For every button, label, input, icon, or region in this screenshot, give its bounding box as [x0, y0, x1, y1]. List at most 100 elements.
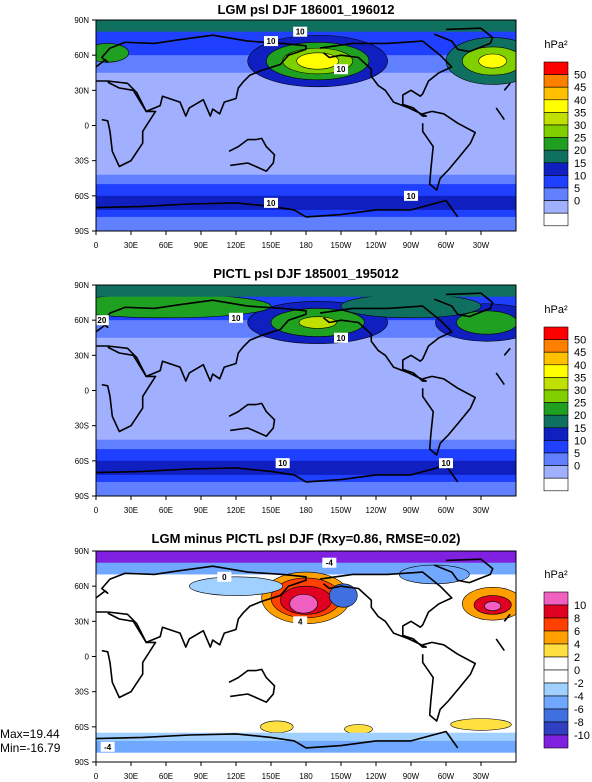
colorbar-box	[543, 74, 569, 88]
arctic-negative	[96, 551, 516, 566]
colorbar-label: 35	[574, 372, 586, 384]
contour-label: 10	[442, 459, 451, 468]
x-tick-label: 60E	[159, 506, 173, 515]
colorbar-box	[543, 326, 569, 340]
colorbar-label: -8	[574, 717, 584, 729]
x-tick-label: 30E	[124, 506, 138, 515]
coastline-5	[434, 27, 494, 53]
pacific-high-3	[298, 316, 337, 329]
y-tick-label: 60N	[74, 51, 89, 60]
sh-core-band	[96, 195, 516, 210]
colorbar-label: 10	[574, 435, 586, 447]
coastline-3	[495, 372, 505, 386]
x-tick-label: 60W	[438, 241, 455, 250]
y-tick-label: 60S	[75, 457, 89, 466]
contour-label: 20	[97, 316, 106, 325]
colorbar-label: 4	[574, 639, 580, 651]
coastline-5	[434, 292, 494, 318]
contour-label: 10	[232, 314, 241, 323]
colorbar-label: -4	[574, 691, 584, 703]
colorbar-box	[543, 427, 569, 441]
y-tick-label: 60S	[75, 723, 89, 732]
contour-label-bg	[439, 458, 453, 469]
sh-core-band	[96, 460, 516, 475]
pacific-pos-4	[289, 594, 318, 614]
panel-title: PICTL psl DJF 185001_195012	[213, 266, 399, 281]
y-tick-label: 60N	[74, 316, 89, 325]
x-tick-label: 60W	[438, 772, 455, 781]
coastline-1	[421, 641, 477, 722]
colorbar-label: 20	[574, 410, 586, 422]
coastline-4	[228, 137, 276, 172]
colorbar-units: hPa²	[544, 39, 568, 51]
colorbar-box	[543, 175, 569, 189]
x-tick-label: 0	[94, 772, 99, 781]
colorbar-box	[543, 86, 569, 101]
x-tick-label: 180	[299, 772, 313, 781]
colorbar-label: 0	[574, 665, 580, 677]
y-tick-label: 60N	[74, 582, 89, 591]
contour-label: 4	[298, 617, 303, 626]
y-tick-label: 30S	[75, 688, 89, 697]
y-tick-label: 0	[85, 122, 90, 131]
coastline-6	[96, 467, 307, 483]
colorbar-box	[543, 630, 569, 645]
colorbar-box	[543, 61, 569, 75]
contour-label-bg	[293, 26, 308, 37]
coastline-2	[96, 34, 307, 117]
x-tick-label: 30W	[473, 772, 490, 781]
colorbar-label: 15	[574, 423, 586, 435]
coastline-1	[421, 110, 477, 191]
coastline-3	[503, 347, 511, 356]
contour-label-bg	[322, 557, 337, 568]
colorbar-box	[543, 212, 569, 227]
y-tick-label: 90S	[75, 227, 89, 236]
sh-pos-1	[260, 720, 294, 733]
colorbar-label: 20	[574, 145, 586, 157]
colorbar-label: 15	[574, 158, 586, 170]
coastline-3	[495, 638, 505, 652]
colorbar-label: 25	[574, 398, 586, 410]
colorbar-box	[543, 682, 569, 697]
coastline-6	[305, 464, 459, 483]
colorbar-label: 50	[574, 335, 586, 347]
x-tick-label: 90W	[403, 241, 420, 250]
contour-label-bg	[264, 36, 278, 47]
coastline-3	[495, 107, 505, 121]
panel-2: 20 10 10 10 10 PICTL psl DJF 185001_195012 0 30…	[74, 266, 586, 515]
colorbar-box	[543, 440, 569, 454]
y-tick-label: 90S	[75, 492, 89, 501]
x-tick-label: 120E	[227, 772, 246, 781]
colorbar-label: 45	[574, 82, 586, 94]
x-tick-label: 90E	[194, 772, 208, 781]
colorbar-box	[543, 364, 569, 378]
y-tick-label: 30N	[74, 617, 89, 626]
colorbar-label: 2	[574, 652, 580, 664]
contour-label-bg	[334, 64, 348, 75]
colorbar-box	[543, 604, 569, 619]
field: 20 10 10 10 10	[96, 285, 516, 496]
polar-band	[96, 20, 516, 32]
atlantic-pos-3	[484, 601, 502, 612]
y-tick-label: 60S	[75, 192, 89, 201]
polar-band	[96, 285, 516, 297]
colorbar-box	[543, 721, 569, 736]
colorbar-box	[543, 477, 569, 492]
colorbar-label: 40	[574, 95, 586, 107]
colorbar-box	[543, 734, 569, 749]
min-label: Min=-16.79	[0, 741, 61, 755]
coastline-6	[305, 730, 459, 749]
contour-label: 10	[267, 37, 276, 46]
contour-label: 10	[278, 459, 287, 468]
sh-pos-2	[344, 724, 373, 735]
europe-high	[96, 43, 129, 63]
colorbar-box	[543, 124, 569, 138]
coastline-2	[96, 299, 307, 382]
arctic-ring	[96, 562, 516, 575]
panel-title: LGM psl DJF 186001_196012	[217, 2, 394, 17]
colorbar-units: hPa²	[544, 569, 568, 581]
y-tick-label: 0	[85, 387, 90, 396]
x-tick-label: 180	[299, 241, 313, 250]
colorbar-box	[543, 402, 569, 416]
